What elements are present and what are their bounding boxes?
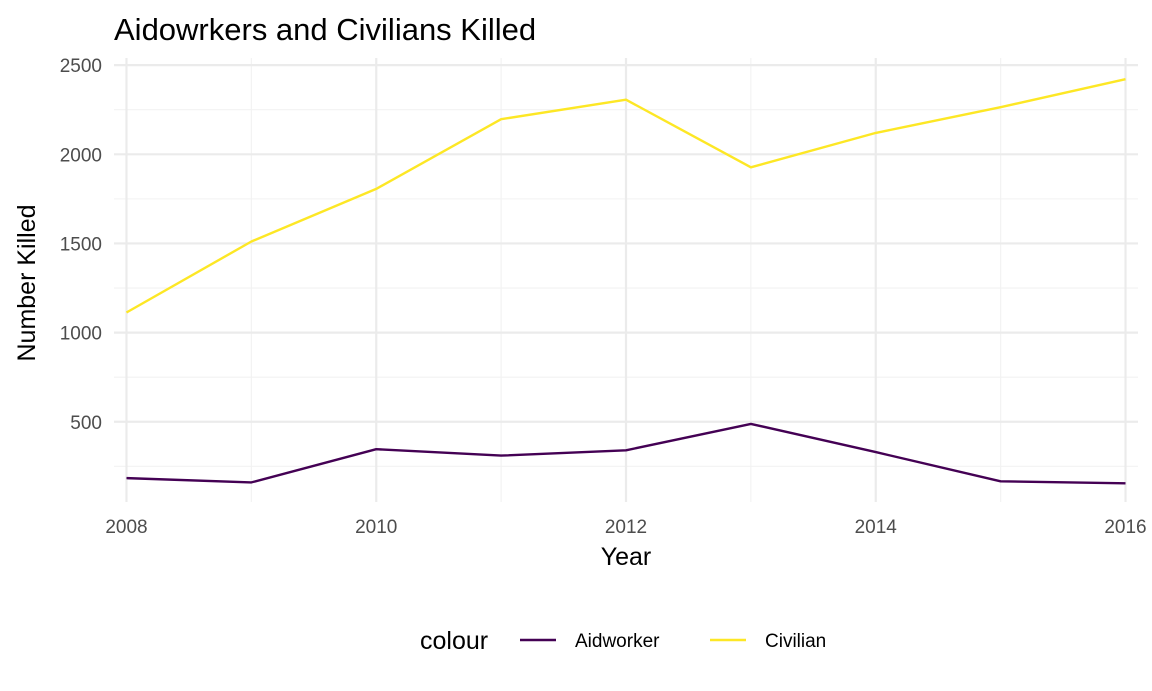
- x-tick-label: 2010: [355, 517, 397, 538]
- legend-title: colour: [420, 627, 488, 655]
- y-tick-label: 1500: [60, 234, 102, 255]
- x-tick-label: 2014: [855, 517, 898, 538]
- legend-label-aidworker: Aidworker: [575, 631, 660, 652]
- y-axis-title: Number Killed: [13, 204, 41, 361]
- x-tick-label: 2012: [605, 517, 647, 538]
- series-line-aidworker: [126, 422, 1126, 485]
- legend: colour Aidworker Civilian: [420, 627, 826, 655]
- x-axis-title: Year: [601, 543, 652, 571]
- chart-title: Aidowrkers and Civilians Killed: [114, 12, 536, 47]
- y-axis-tick-labels: 500 1000 1500 2000 2500: [60, 56, 102, 434]
- y-tick-label: 1000: [60, 324, 102, 345]
- y-tick-label: 500: [70, 413, 102, 434]
- x-tick-label: 2016: [1104, 517, 1146, 538]
- series-lines: [125, 78, 1126, 485]
- y-tick-label: 2500: [60, 56, 102, 77]
- x-tick-label: 2008: [105, 517, 147, 538]
- x-axis-tick-labels: 2008 2010 2012 2014 2016: [105, 517, 1146, 538]
- legend-label-civilian: Civilian: [765, 631, 826, 652]
- series-line-civilian: [125, 78, 1126, 314]
- major-gridlines: [114, 58, 1138, 502]
- y-tick-label: 2000: [60, 145, 102, 166]
